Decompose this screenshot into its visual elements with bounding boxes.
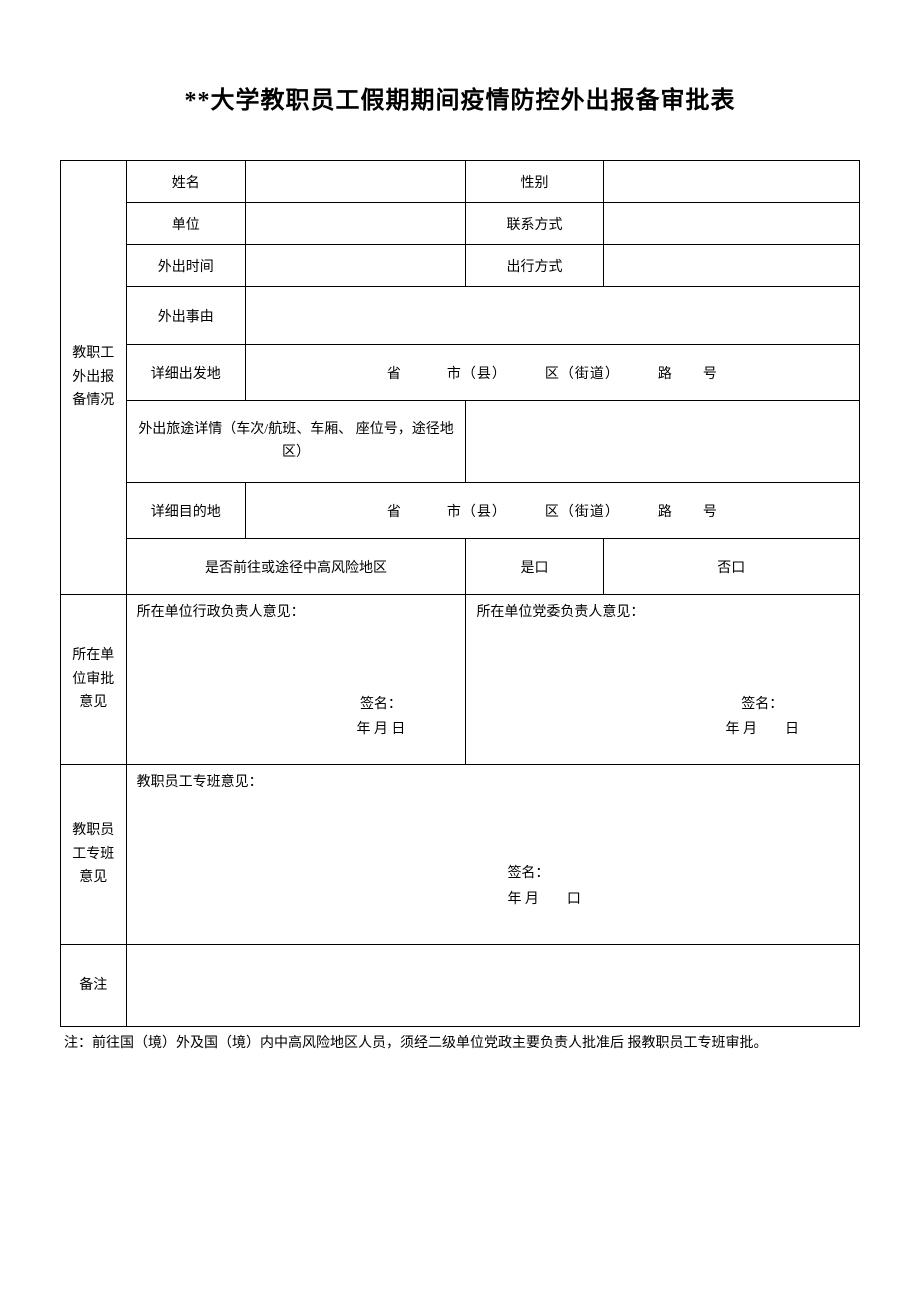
admin-opinion-box[interactable]: 所在单位行政负责人意见： 签名： 年 月 日 <box>126 595 466 765</box>
special-date-label: 年 月 口 <box>507 887 581 914</box>
input-out-time[interactable] <box>245 245 466 287</box>
input-contact[interactable] <box>603 203 859 245</box>
radio-no[interactable]: 否口 <box>603 539 859 595</box>
party-opinion-box[interactable]: 所在单位党委负责人意见： 签名： 年 月 日 <box>466 595 860 765</box>
special-sign-label: 签名： <box>507 861 581 888</box>
input-destination-address[interactable]: 省 市（县） 区（街道） 路 号 <box>245 483 859 539</box>
party-opinion-head: 所在单位党委负责人意见： <box>476 601 849 621</box>
label-risk-area: 是否前往或途径中高风险地区 <box>126 539 466 595</box>
input-unit[interactable] <box>245 203 466 245</box>
label-departure: 详细出发地 <box>126 345 245 401</box>
label-out-time: 外出时间 <box>126 245 245 287</box>
label-destination: 详细目的地 <box>126 483 245 539</box>
label-unit: 单位 <box>126 203 245 245</box>
label-gender: 性别 <box>466 161 603 203</box>
section2-side: 所在单位审批意见 <box>61 595 127 765</box>
section1-side: 教职工外出报备情况 <box>61 161 127 595</box>
section3-side: 教职员工专班意见 <box>61 765 127 945</box>
label-name: 姓名 <box>126 161 245 203</box>
label-travel-detail: 外出旅途详情（车次/航班、车厢、 座位号，途径地区） <box>126 401 466 483</box>
special-team-box[interactable]: 教职员工专班意见： 签名： 年 月 口 <box>126 765 859 945</box>
input-reason[interactable] <box>245 287 859 345</box>
input-travel-detail[interactable] <box>466 401 860 483</box>
label-reason: 外出事由 <box>126 287 245 345</box>
remark-box[interactable] <box>126 945 859 1027</box>
party-date-label: 年 月 日 <box>726 717 800 742</box>
radio-yes[interactable]: 是口 <box>466 539 603 595</box>
admin-sign-label: 签名： <box>356 692 405 717</box>
section4-side: 备注 <box>61 945 127 1027</box>
page-title: **大学教职员工假期期间疫情防控外出报备审批表 <box>60 80 860 115</box>
approval-form-table: 教职工外出报备情况 姓名 性别 单位 联系方式 外出时间 出行方式 外出事由 详… <box>60 160 860 1027</box>
input-travel-mode[interactable] <box>603 245 859 287</box>
input-name[interactable] <box>245 161 466 203</box>
special-team-head: 教职员工专班意见： <box>137 771 849 791</box>
admin-opinion-head: 所在单位行政负责人意见： <box>137 601 456 621</box>
footer-note: 注：前往国（境）外及国（境）内中高风险地区人员，须经二级单位党政主要负责人批准后… <box>60 1033 860 1055</box>
admin-date-label: 年 月 日 <box>356 717 405 742</box>
label-travel-mode: 出行方式 <box>466 245 603 287</box>
party-sign-label: 签名： <box>726 692 800 717</box>
input-gender[interactable] <box>603 161 859 203</box>
input-departure-address[interactable]: 省 市（县） 区（街道） 路 号 <box>245 345 859 401</box>
label-contact: 联系方式 <box>466 203 603 245</box>
